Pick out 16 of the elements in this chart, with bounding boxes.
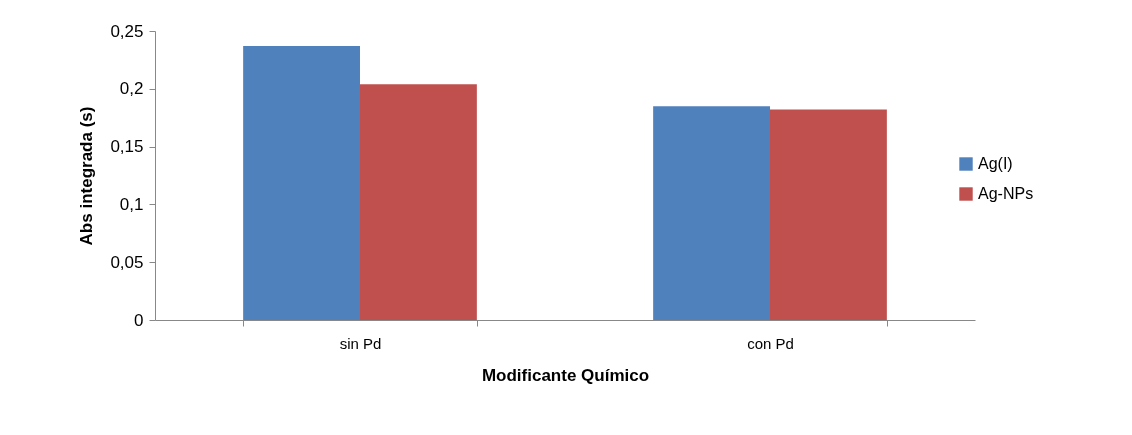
legend-label: Ag-NPs bbox=[978, 185, 1034, 202]
y-axis-title: Abs integrada (s) bbox=[77, 106, 97, 246]
y-tick-label: 0 bbox=[134, 310, 144, 330]
bar bbox=[360, 84, 477, 320]
y-tick-label: 0,1 bbox=[119, 194, 144, 214]
y-tick-label: 0,25 bbox=[110, 21, 144, 41]
bar bbox=[243, 46, 360, 320]
x-axis-title: Modificante Químico bbox=[481, 365, 650, 385]
bar bbox=[770, 109, 887, 320]
y-tick-label: 0,05 bbox=[110, 252, 144, 272]
y-tick-label: 0,15 bbox=[110, 137, 144, 157]
legend-label: Ag(I) bbox=[978, 155, 1013, 172]
x-tick-label: sin Pd bbox=[339, 334, 382, 352]
bar bbox=[653, 106, 770, 320]
x-tick-label: con Pd bbox=[747, 334, 794, 352]
y-tick-label: 0,2 bbox=[119, 79, 144, 99]
